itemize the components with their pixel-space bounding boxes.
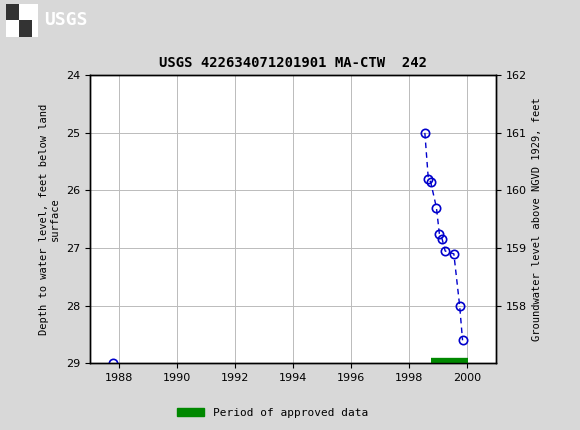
Title: USGS 422634071201901 MA-CTW  242: USGS 422634071201901 MA-CTW 242 (159, 56, 427, 70)
Bar (19, 20, 32, 37)
Bar (6, 4, 38, 37)
Y-axis label: Groundwater level above NGVD 1929, feet: Groundwater level above NGVD 1929, feet (532, 98, 542, 341)
Bar (6, 4, 19, 20)
Text: USGS: USGS (44, 12, 88, 29)
Y-axis label: Depth to water level, feet below land
surface: Depth to water level, feet below land su… (39, 104, 60, 335)
Legend: Period of approved data: Period of approved data (172, 403, 373, 422)
